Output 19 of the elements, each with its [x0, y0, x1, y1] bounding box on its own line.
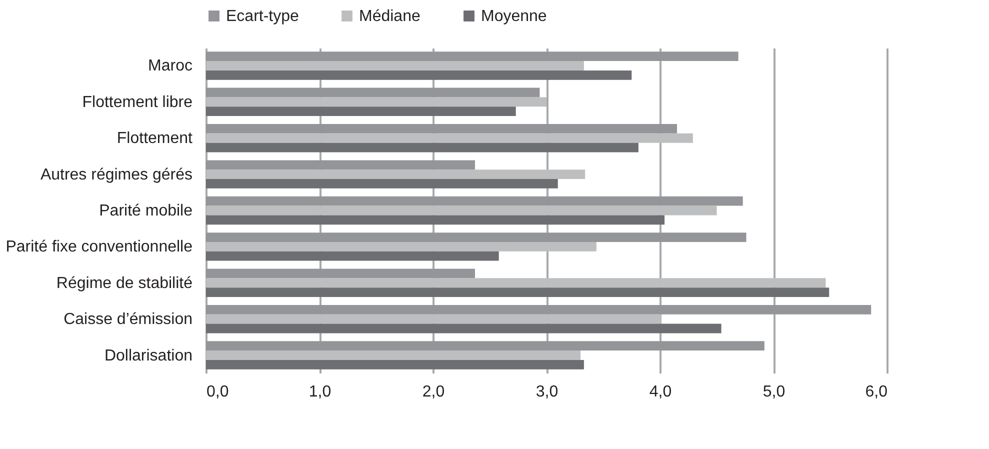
- x-tick-label: 4,0: [649, 384, 672, 400]
- x-tick-label: 0,0: [206, 384, 229, 400]
- y-tick-label: Régime de stabilité: [56, 274, 193, 292]
- y-tick-label: Parité fixe conventionnelle: [6, 238, 193, 256]
- y-tick-label: Maroc: [148, 58, 192, 75]
- x-tick-label: 2,0: [422, 384, 445, 400]
- y-tick-label: Flottement libre: [82, 94, 193, 111]
- legend-label: Moyenne: [481, 8, 547, 25]
- legend-label: Ecart-type: [226, 8, 300, 25]
- x-tick-label: 5,0: [762, 384, 786, 400]
- y-tick-label: Dollarisation: [104, 347, 192, 364]
- y-tick-label: Caisse d’émission: [64, 311, 192, 328]
- x-tick-label: 1,0: [308, 384, 332, 400]
- y-tick-label: Parité mobile: [99, 202, 193, 220]
- y-tick-label: Flottement: [116, 130, 194, 148]
- legend-label: Médiane: [359, 8, 420, 25]
- x-tick-label: 3,0: [536, 384, 558, 400]
- y-tick-label: Autres régimes gérés: [40, 166, 192, 184]
- x-tick-label: 6,0: [865, 384, 888, 400]
